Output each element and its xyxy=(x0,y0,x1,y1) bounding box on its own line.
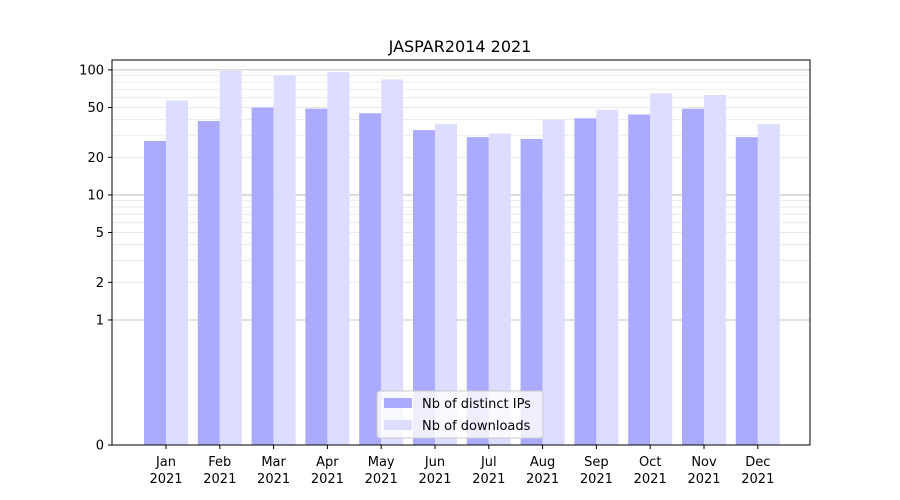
bar-distinct-ips xyxy=(144,140,166,445)
x-tick-label-month: Sep xyxy=(584,455,609,470)
plot-frame xyxy=(111,59,811,446)
x-tick-label-year: 2021 xyxy=(257,472,290,487)
bar-downloads xyxy=(381,79,404,446)
x-tick-label-month: Jun xyxy=(424,455,445,470)
x-tick-label-year: 2021 xyxy=(472,472,505,487)
bar-downloads xyxy=(704,94,726,446)
x-tick-label-month: Nov xyxy=(691,455,717,470)
y-tick-label: 100 xyxy=(79,63,104,78)
x-axis: Jan 2021 Feb 2021 Mar 2021 Apr 2021 May 2021 Jun 20… xyxy=(149,445,774,487)
x-tick-label-month: Feb xyxy=(208,455,231,470)
bar-distinct-ips xyxy=(251,107,274,446)
bar-distinct-ips xyxy=(359,113,382,445)
bar-downloads xyxy=(650,93,673,446)
bar-distinct-ips xyxy=(520,139,543,445)
chart-title: JASPAR2014 2021 xyxy=(388,37,532,56)
y-tick-label: 50 xyxy=(87,101,104,116)
x-tick-label-year: 2021 xyxy=(203,472,236,487)
y-tick-label: 0 xyxy=(96,439,104,454)
y-tick-label: 20 xyxy=(87,151,104,166)
y-tick-label: 5 xyxy=(96,226,104,241)
x-tick-label-year: 2021 xyxy=(311,472,344,487)
y-axis: 0 1 2 5 10 20 50 100 xyxy=(79,63,112,454)
bar-downloads xyxy=(488,133,511,445)
bar-downloads xyxy=(596,109,619,445)
bar-distinct-ips xyxy=(466,137,489,445)
bar-downloads xyxy=(273,75,296,445)
x-tick-label-month: May xyxy=(368,455,395,470)
legend-swatch-downloads xyxy=(384,420,412,430)
bars-layer xyxy=(144,70,780,446)
bar-downloads xyxy=(757,123,780,445)
x-tick-label-month: Dec xyxy=(745,455,770,470)
x-tick-label-month: Apr xyxy=(316,455,339,470)
x-tick-label-year: 2021 xyxy=(149,472,182,487)
legend-label-distinct-ips: Nb of distinct IPs xyxy=(422,397,531,412)
x-tick-label-month: Jan xyxy=(155,455,176,470)
bar-distinct-ips xyxy=(305,108,328,445)
bar-distinct-ips xyxy=(197,121,220,446)
x-tick-label-year: 2021 xyxy=(365,472,398,487)
y-tick-label: 2 xyxy=(96,276,104,291)
x-tick-label-month: Oct xyxy=(639,455,661,470)
x-tick-label-year: 2021 xyxy=(634,472,667,487)
legend-box xyxy=(376,390,544,439)
bar-distinct-ips xyxy=(682,108,704,445)
x-tick-label-year: 2021 xyxy=(741,472,774,487)
x-tick-label-month: Mar xyxy=(261,455,286,470)
bar-distinct-ips xyxy=(574,118,597,445)
y-tick-label: 10 xyxy=(87,188,104,203)
bar-distinct-ips xyxy=(735,137,758,445)
bar-downloads xyxy=(435,123,457,445)
legend-swatch-distinct-ips xyxy=(384,398,412,408)
x-tick-label-year: 2021 xyxy=(418,472,451,487)
bar-downloads xyxy=(219,70,242,446)
x-tick-label-year: 2021 xyxy=(580,472,613,487)
legend-label-downloads: Nb of downloads xyxy=(422,419,531,434)
x-tick-label-year: 2021 xyxy=(687,472,720,487)
bar-downloads xyxy=(542,119,565,446)
x-tick-label-year: 2021 xyxy=(526,472,559,487)
x-tick-label-month: Aug xyxy=(530,455,555,470)
legend: Nb of distinct IPs Nb of downloads xyxy=(376,390,544,439)
y-tick-label: 1 xyxy=(96,313,104,328)
bar-distinct-ips xyxy=(628,114,651,445)
x-tick-label-month: Jul xyxy=(480,455,497,470)
bar-distinct-ips xyxy=(413,130,435,445)
bar-downloads xyxy=(166,100,188,445)
bar-downloads xyxy=(327,72,350,445)
